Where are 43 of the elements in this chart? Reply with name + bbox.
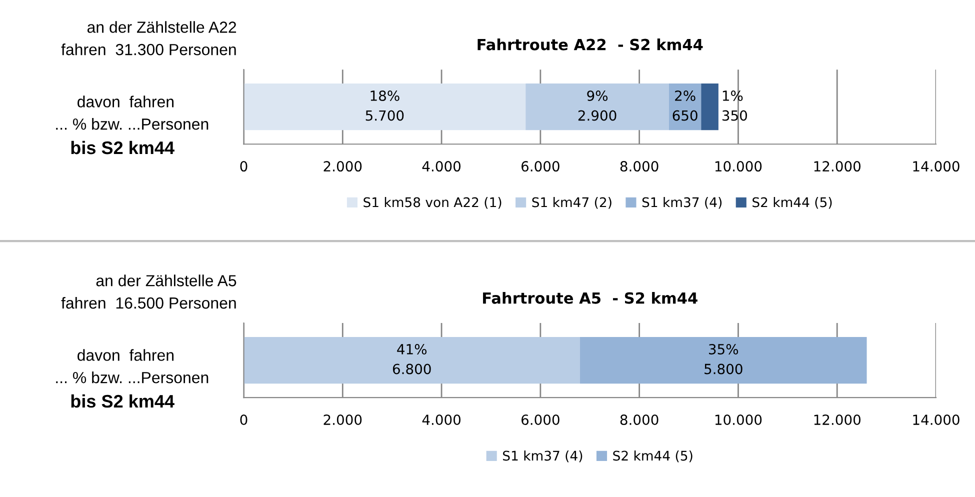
text: fahren 16.500 Personen [61,296,236,309]
text: davon fahren [78,96,174,108]
x-tick-label: 12.000 [814,414,860,426]
legend-label: S1 km47 (2) [532,197,612,209]
x-tick-label: 10.000 [715,414,762,426]
text: ... % bzw. ...Personen [56,372,208,384]
chart-title: Fahrtroute A22 - S2 km44 [478,38,703,50]
legend-label: S1 km37 (4) [503,450,582,462]
legend-label: S1 km58 von A22 (1) [364,197,502,209]
data-label: 2% 650 [672,90,698,121]
bar [526,84,669,130]
text: fahren 31.300 Personen [61,44,236,56]
x-tick-label: 4.000 [422,161,460,172]
x-tick-label: 0 [240,161,248,172]
bar [244,84,526,130]
x-tick-label: 14.000 [913,161,960,172]
chart-title: Fahrtroute A5 - S2 km44 [483,292,698,304]
x-tick-label: 2.000 [324,414,362,426]
x-tick-label: 6.000 [522,161,560,172]
text: bis S2 km44 [71,394,174,408]
x-tick-label: 8.000 [620,161,658,172]
data-label: 35% 5.800 [704,344,742,374]
x-tick-label: 2.000 [324,161,362,172]
x-tick-label: 4.000 [422,414,460,426]
bar [701,84,718,130]
x-tick-label: 8.000 [620,414,658,426]
legend-label: S2 km44 (5) [752,197,832,209]
data-label: 41% 6.800 [392,344,431,374]
x-tick-label: 14.000 [913,414,960,426]
x-tick-label: 10.000 [715,161,762,172]
data-label: 9% 2.900 [578,90,616,121]
data-label: 1% 350 [722,90,747,121]
text: an der Zählstelle A22 [87,21,236,33]
x-tick-label: 12.000 [814,161,860,172]
legend-label: S2 km44 (5) [613,450,692,462]
text: bis S2 km44 [71,140,174,154]
text: an der Zählstelle A5 [96,274,236,286]
text: ... % bzw. ...Personen [56,118,208,130]
data-label: 18% 5.700 [366,90,404,121]
legend-label: S1 km37 (4) [642,197,722,209]
x-tick-label: 0 [240,414,248,426]
text: davon fahren [78,349,174,361]
x-tick-label: 6.000 [522,414,560,426]
